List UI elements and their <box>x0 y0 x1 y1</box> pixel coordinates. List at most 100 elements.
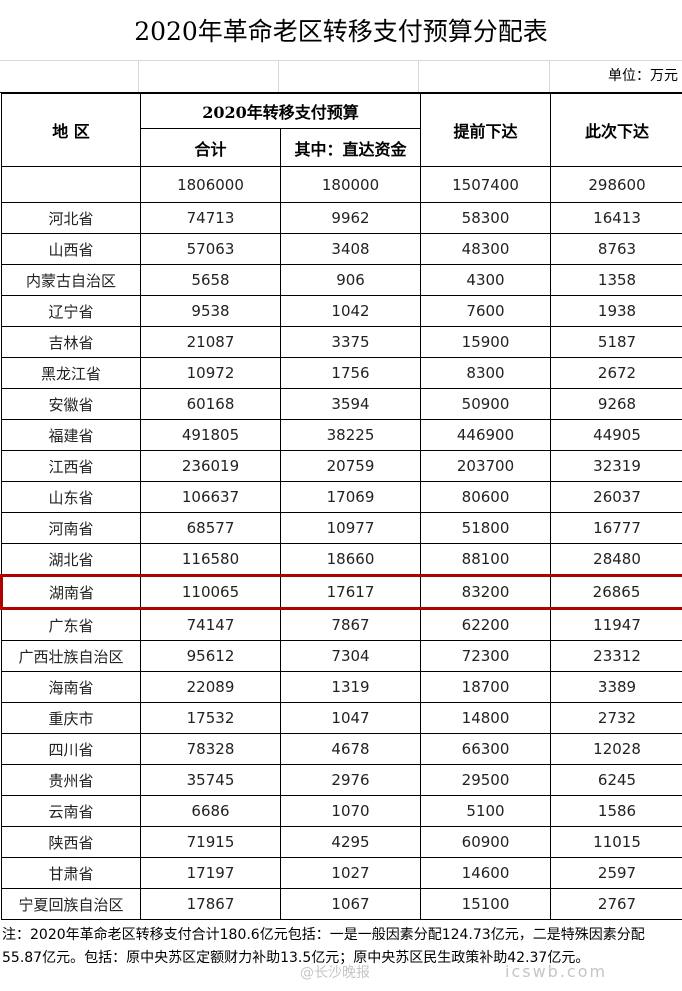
table-row: 陕西省 71915 4295 60900 11015 <box>1 826 682 858</box>
region-cell: 贵州省 <box>1 764 141 796</box>
region-cell: 山西省 <box>1 233 141 265</box>
table-row: 重庆市 17532 1047 14800 2732 <box>1 702 682 734</box>
value-cell: 4678 <box>279 733 422 765</box>
value-cell: 1586 <box>550 795 682 827</box>
unit-row: 单位：万元 <box>0 61 682 93</box>
header-region: 地 区 <box>1 93 141 167</box>
total-cell: 1507400 <box>420 166 552 203</box>
value-cell: 3375 <box>279 326 422 358</box>
footnote: 注：2020年革命老区转移支付合计180.6亿元包括：一是一般因素分配124.7… <box>2 927 645 966</box>
table-row: 福建省 491805 38225 446900 44905 <box>1 419 682 451</box>
region-cell: 山东省 <box>1 481 141 513</box>
value-cell: 3389 <box>550 671 682 703</box>
value-cell: 6686 <box>140 795 281 827</box>
value-cell: 38225 <box>279 419 422 451</box>
value-cell: 203700 <box>420 450 552 482</box>
region-cell: 河北省 <box>1 202 141 234</box>
value-cell: 15900 <box>420 326 552 358</box>
table-row: 山东省 106637 17069 80600 26037 <box>1 481 682 513</box>
header-total: 合计 <box>140 128 281 167</box>
value-cell: 5100 <box>420 795 552 827</box>
value-cell: 1938 <box>550 295 682 327</box>
value-cell: 26865 <box>550 574 682 610</box>
table-row: 黑龙江省 10972 1756 8300 2672 <box>1 357 682 389</box>
value-cell: 17069 <box>279 481 422 513</box>
region-cell: 云南省 <box>1 795 141 827</box>
value-cell: 3408 <box>279 233 422 265</box>
region-cell: 安徽省 <box>1 388 141 420</box>
page-title: 2020年革命老区转移支付预算分配表 <box>0 0 682 61</box>
value-cell: 60900 <box>420 826 552 858</box>
value-cell: 57063 <box>140 233 281 265</box>
value-cell: 491805 <box>140 419 281 451</box>
table-row: 甘肃省 17197 1027 14600 2597 <box>1 857 682 889</box>
value-cell: 16777 <box>550 512 682 544</box>
table-row: 辽宁省 9538 1042 7600 1938 <box>1 295 682 327</box>
value-cell: 35745 <box>140 764 281 796</box>
region-cell: 甘肃省 <box>1 857 141 889</box>
value-cell: 95612 <box>140 640 281 672</box>
table-row: 海南省 22089 1319 18700 3389 <box>1 671 682 703</box>
value-cell: 71915 <box>140 826 281 858</box>
value-cell: 88100 <box>420 543 552 576</box>
value-cell: 22089 <box>140 671 281 703</box>
region-cell: 广东省 <box>1 608 141 641</box>
value-cell: 4300 <box>420 264 552 296</box>
value-cell: 15100 <box>420 888 552 920</box>
value-cell: 62200 <box>420 608 552 641</box>
table-row: 宁夏回族自治区 17867 1067 15100 2767 <box>1 888 682 920</box>
region-cell: 福建省 <box>1 419 141 451</box>
value-cell: 5187 <box>550 326 682 358</box>
value-cell: 50900 <box>420 388 552 420</box>
value-cell: 74147 <box>140 608 281 641</box>
value-cell: 18700 <box>420 671 552 703</box>
value-cell: 1047 <box>279 702 422 734</box>
value-cell: 68577 <box>140 512 281 544</box>
table-row: 贵州省 35745 2976 29500 6245 <box>1 764 682 796</box>
value-cell: 5658 <box>140 264 281 296</box>
value-cell: 1067 <box>279 888 422 920</box>
value-cell: 9962 <box>279 202 422 234</box>
table-row: 广东省 74147 7867 62200 11947 <box>1 608 682 641</box>
value-cell: 17197 <box>140 857 281 889</box>
value-cell: 72300 <box>420 640 552 672</box>
value-cell: 8300 <box>420 357 552 389</box>
table-row: 山西省 57063 3408 48300 8763 <box>1 233 682 265</box>
value-cell: 2597 <box>550 857 682 889</box>
site-watermark: icswb.com <box>505 962 608 981</box>
value-cell: 4295 <box>279 826 422 858</box>
header-budget-group: 2020年转移支付预算 <box>139 92 422 130</box>
value-cell: 17867 <box>140 888 281 920</box>
value-cell: 1319 <box>279 671 422 703</box>
value-cell: 51800 <box>420 512 552 544</box>
table-row: 河南省 68577 10977 51800 16777 <box>1 512 682 544</box>
region-cell: 黑龙江省 <box>1 357 141 389</box>
table-row: 云南省 6686 1070 5100 1586 <box>1 795 682 827</box>
unit-label: 单位：万元 <box>608 68 678 84</box>
value-cell: 11947 <box>550 608 682 641</box>
value-cell: 1358 <box>550 264 682 296</box>
table-row: 广西壮族自治区 95612 7304 72300 23312 <box>1 640 682 672</box>
header-this-time: 此次下达 <box>550 93 682 167</box>
value-cell: 12028 <box>550 733 682 765</box>
region-cell: 重庆市 <box>1 702 141 734</box>
region-cell: 广西壮族自治区 <box>1 640 141 672</box>
region-cell: 辽宁省 <box>1 295 141 327</box>
value-cell: 446900 <box>420 419 552 451</box>
value-cell: 18660 <box>279 543 422 576</box>
region-cell: 陕西省 <box>1 826 141 858</box>
table-row: 吉林省 21087 3375 15900 5187 <box>1 326 682 358</box>
value-cell: 7304 <box>279 640 422 672</box>
value-cell: 58300 <box>420 202 552 234</box>
table-row: 内蒙古自治区 5658 906 4300 1358 <box>1 264 682 296</box>
region-cell: 四川省 <box>1 733 141 765</box>
value-cell: 17532 <box>140 702 281 734</box>
value-cell: 906 <box>279 264 422 296</box>
value-cell: 10972 <box>140 357 281 389</box>
header-direct: 其中：直达资金 <box>279 128 422 167</box>
value-cell: 9268 <box>550 388 682 420</box>
total-cell: 298600 <box>550 166 682 203</box>
region-cell: 江西省 <box>1 450 141 482</box>
value-cell: 80600 <box>420 481 552 513</box>
table-row: 河北省 74713 9962 58300 16413 <box>1 202 682 234</box>
